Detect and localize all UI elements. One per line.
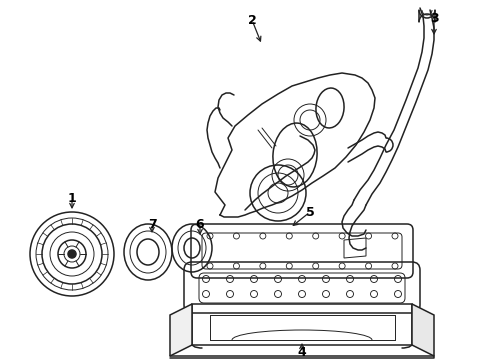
- Text: 1: 1: [68, 192, 76, 204]
- Text: 4: 4: [297, 346, 306, 359]
- Circle shape: [68, 250, 76, 258]
- Text: 5: 5: [306, 206, 315, 219]
- Polygon shape: [412, 304, 434, 356]
- Text: 2: 2: [247, 13, 256, 27]
- Text: 6: 6: [196, 217, 204, 230]
- Polygon shape: [170, 304, 192, 356]
- Text: 3: 3: [430, 12, 439, 24]
- Text: 7: 7: [147, 217, 156, 230]
